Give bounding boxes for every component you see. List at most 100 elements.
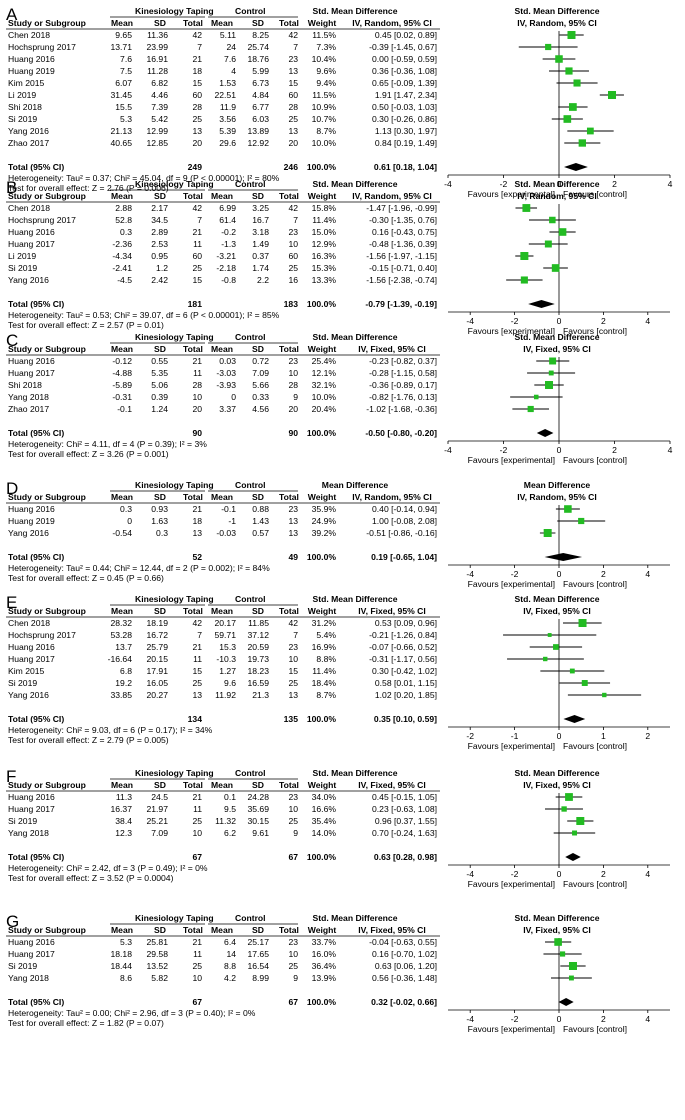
panel-e-row-1-n2: 7 xyxy=(293,630,298,640)
panel-e-row-2-sd2: 20.59 xyxy=(247,642,269,652)
panel-b-favours-left: Favours [experimental] xyxy=(468,326,555,336)
panel-a-row-5-ci: 1.91 [1.47, 2.34] xyxy=(375,90,437,100)
panel-a-row-2-ci: 0.00 [-0.59, 0.59] xyxy=(372,54,437,64)
panel-a-row-8-mean1: 21.13 xyxy=(110,126,132,136)
panel-a-row-9-study: Zhao 2017 xyxy=(8,138,49,148)
panel-b-row-0-weight: 15.8% xyxy=(312,203,337,213)
panel-g-effect-title: Std. Mean Difference xyxy=(312,913,397,923)
panel-b-plot-method: IV, Random, 95% CI xyxy=(517,191,596,201)
panel-e-row-6-weight: 8.7% xyxy=(316,690,336,700)
panel-e-row-2-n2: 23 xyxy=(288,642,298,652)
panel-a-overall-effect: Test for overall effect: Z = 2.76 (P = 0… xyxy=(8,183,169,193)
panel-b-x-tick-label-3: 2 xyxy=(601,316,606,326)
panel-e-total-n1: 134 xyxy=(188,714,203,724)
panel-a-row-1-point-box xyxy=(545,43,552,51)
panel-f-summary-diamond xyxy=(565,853,581,861)
panel-d-effect-title: Mean Difference xyxy=(322,480,389,490)
panel-f-row-3-sd1: 7.09 xyxy=(151,828,168,838)
panel-e-overall-effect: Test for overall effect: Z = 2.79 (P = 0… xyxy=(8,735,169,745)
panel-b-col-total1: Total xyxy=(183,191,203,201)
panel-g-row-1-mean1: 18.18 xyxy=(110,949,132,959)
panel-g-row-1-ci: 0.16 [-0.70, 1.02] xyxy=(372,949,437,959)
panel-b-row-2-mean2: -0.2 xyxy=(221,227,236,237)
panel-e-col-total2: Total xyxy=(279,606,299,616)
panel-f-row-1-n2: 10 xyxy=(288,804,298,814)
panel-b-row-5-ci: -0.15 [-0.71, 0.40] xyxy=(369,263,437,273)
panel-d-col-sd1: SD xyxy=(154,492,166,502)
panel-d-row-2-point-box xyxy=(543,529,552,537)
panel-e-row-2-mean2: 15.3 xyxy=(219,642,236,652)
panel-e-row-5-n2: 25 xyxy=(288,678,298,688)
panel-g-col-weight: Weight xyxy=(308,925,337,935)
panel-b-row-2-sd1: 2.89 xyxy=(151,227,168,237)
panel-g-heterogeneity: Heterogeneity: Tau² = 0.00; Chi² = 2.96,… xyxy=(8,1008,256,1018)
panel-e-row-0-point-box xyxy=(578,619,587,627)
panel-f-row-0-ci: 0.45 [-0.15, 1.05] xyxy=(372,792,437,802)
panel-e-col-weight: Weight xyxy=(308,606,337,616)
panel-c-col-total1: Total xyxy=(183,344,203,354)
panel-e-row-1-sd2: 37.12 xyxy=(247,630,269,640)
panel-e-row-2-ci: -0.07 [-0.66, 0.52] xyxy=(369,642,437,652)
panel-g-row-2-n1: 25 xyxy=(192,961,202,971)
panel-g-row-0-study: Huang 2016 xyxy=(8,937,55,947)
panel-a-row-5-n1: 60 xyxy=(192,90,202,100)
panel-a-row-4-study: Kim 2015 xyxy=(8,78,45,88)
panel-c-row-2-mean2: -3.93 xyxy=(216,380,236,390)
panel-b-row-2-mean1: 0.3 xyxy=(120,227,132,237)
panel-e-row-3-ci: -0.31 [-1.17, 0.56] xyxy=(369,654,437,664)
panel-g-col-total1: Total xyxy=(183,925,203,935)
panel-d-row-1-sd1: 1.63 xyxy=(151,516,168,526)
panel-c-row-0-n2: 23 xyxy=(288,356,298,366)
panel-c-x-tick-label-0: -4 xyxy=(444,445,452,455)
panel-e-row-5-sd1: 16.05 xyxy=(146,678,168,688)
panel-c-row-1-n1: 11 xyxy=(193,368,202,378)
panel-c-row-3-mean1: -0.31 xyxy=(112,392,132,402)
panel-f-row-2-mean1: 38.4 xyxy=(115,816,132,826)
panel-c-plot-method: IV, Fixed, 95% CI xyxy=(523,344,591,354)
panel-g-total-n1: 67 xyxy=(192,997,202,1007)
panel-b-effect-title: Std. Mean Difference xyxy=(312,179,397,189)
panel-c-row-3-ci: -0.82 [-1.76, 0.13] xyxy=(369,392,437,402)
panel-d-row-2-mean1: -0.54 xyxy=(112,528,132,538)
panel-b-row-5-n1: 25 xyxy=(192,263,202,273)
panel-b-row-4-mean2: -3.21 xyxy=(216,251,236,261)
panel-a-row-2-n2: 23 xyxy=(288,54,298,64)
panel-e-col-sd1: SD xyxy=(154,606,166,616)
panel-e-row-5-ci: 0.58 [0.01, 1.15] xyxy=(375,678,437,688)
panel-c-row-4-sd1: 1.24 xyxy=(151,404,168,414)
panel-g-row-3-study: Yang 2018 xyxy=(8,973,49,983)
panel-b-row-4-sd1: 0.95 xyxy=(151,251,168,261)
panel-e-summary-diamond xyxy=(563,715,586,723)
panel-a-row-0-sd2: 8.25 xyxy=(252,30,269,40)
panel-b-favours-right: Favours [control] xyxy=(563,326,627,336)
panel-f-row-3-mean2: 6.2 xyxy=(224,828,236,838)
panel-b-row-4-mean1: -4.34 xyxy=(112,251,132,261)
panel-b-col-mean1: Mean xyxy=(111,191,133,201)
panel-e-row-1-ci: -0.21 [-1.26, 0.84] xyxy=(369,630,437,640)
panel-c-row-2-sd1: 5.06 xyxy=(151,380,168,390)
panel-a-row-7-point-box xyxy=(563,115,572,123)
panel-a-effect-title: Std. Mean Difference xyxy=(312,6,397,16)
panel-a-total-label: Total (95% CI) xyxy=(8,162,64,172)
panel-a-total-weight: 100.0% xyxy=(307,162,337,172)
panel-a-row-4-sd2: 6.73 xyxy=(252,78,269,88)
panel-b-row-3-mean1: -2.36 xyxy=(112,239,132,249)
panel-b-row-0-sd1: 2.17 xyxy=(151,203,168,213)
panel-c-total-n1: 90 xyxy=(192,428,202,438)
panel-g-row-0-sd2: 25.17 xyxy=(247,937,269,947)
panel-d-col-mean1: Mean xyxy=(111,492,133,502)
panel-d-row-2-ci: -0.51 [-0.86, -0.16] xyxy=(366,528,437,538)
panel-e-row-4-mean1: 6.8 xyxy=(120,666,132,676)
panel-b-x-tick-label-1: -2 xyxy=(511,316,519,326)
panel-a-heterogeneity: Heterogeneity: Tau² = 0.37; Chi² = 45.04… xyxy=(8,173,280,183)
panel-a-row-4-point-box xyxy=(573,79,581,87)
panel-d-row-1-sd2: 1.43 xyxy=(252,516,269,526)
panel-f-row-1-sd2: 35.69 xyxy=(247,804,269,814)
panel-c-row-4-n2: 20 xyxy=(288,404,298,414)
panel-a-col-study: Study or Subgroup xyxy=(8,18,86,28)
panel-e-group2-header: Control xyxy=(235,594,266,604)
panel-g-row-3-sd1: 5.82 xyxy=(151,973,168,983)
panel-b-row-5-sd2: 1.74 xyxy=(252,263,269,273)
panel-g-row-0-point-box xyxy=(554,938,562,946)
panel-f-col-total1: Total xyxy=(183,780,203,790)
